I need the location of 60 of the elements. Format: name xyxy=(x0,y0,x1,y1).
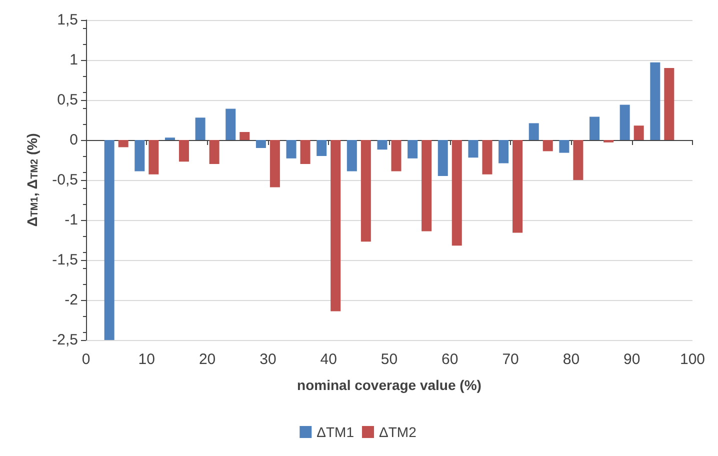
bar xyxy=(240,132,250,140)
bar xyxy=(542,140,553,152)
legend-label: ΔTM1 xyxy=(316,424,354,440)
bar xyxy=(104,140,114,340)
bar xyxy=(391,140,402,172)
bar xyxy=(360,140,371,242)
bar xyxy=(573,140,584,180)
bar xyxy=(498,140,509,164)
bar xyxy=(316,140,327,156)
bar xyxy=(148,140,159,174)
y-tick-label: -1,5 xyxy=(52,252,78,268)
bar xyxy=(468,140,478,158)
bar xyxy=(377,140,388,150)
bar xyxy=(559,140,570,153)
y-tick-label: 0 xyxy=(70,132,78,148)
bar xyxy=(300,140,310,164)
x-tick-label: 100 xyxy=(680,351,705,368)
x-tick-label: 50 xyxy=(380,351,398,368)
x-axis-title: nominal coverage value (%) xyxy=(297,377,482,393)
x-tick-label: 70 xyxy=(502,351,519,368)
bar xyxy=(634,126,644,140)
bar xyxy=(482,140,492,174)
y-tick-label: -2,5 xyxy=(52,332,78,348)
bar xyxy=(620,104,630,140)
bar xyxy=(346,140,357,172)
y-tick-label: -1 xyxy=(64,212,78,228)
x-tick-label: 30 xyxy=(260,351,276,368)
y-tick-label: 1,5 xyxy=(57,12,78,28)
bar xyxy=(528,123,539,140)
bar xyxy=(195,118,206,140)
y-tick-label: 1 xyxy=(70,52,78,68)
bar xyxy=(226,108,236,140)
bar xyxy=(650,62,660,140)
bar xyxy=(330,140,341,312)
bar xyxy=(286,140,296,158)
bar xyxy=(256,140,266,148)
bar xyxy=(438,140,448,176)
bar xyxy=(178,140,189,162)
legend-label: ΔTM2 xyxy=(379,424,417,440)
x-tick-label: 10 xyxy=(138,351,155,368)
x-tick-label: 20 xyxy=(198,351,216,368)
bar xyxy=(422,140,432,232)
y-axis-title: ΔTM1, ΔTM2 (%) xyxy=(24,133,40,227)
bar xyxy=(452,140,462,246)
bar xyxy=(209,140,220,164)
bar xyxy=(408,140,418,158)
x-tick-label: 40 xyxy=(320,351,337,368)
y-tick-label: 0,5 xyxy=(57,92,78,108)
y-tick-label: -2 xyxy=(64,292,78,308)
x-tick-label: 60 xyxy=(442,351,458,368)
bar xyxy=(590,116,600,140)
bar xyxy=(118,140,128,148)
x-tick-label: 0 xyxy=(82,351,90,368)
x-tick-label: 90 xyxy=(623,351,640,368)
bar xyxy=(270,140,280,188)
bar xyxy=(512,140,523,233)
x-tick-label: 80 xyxy=(562,351,580,368)
y-tick-label: -0,5 xyxy=(52,172,78,188)
bar xyxy=(134,140,145,172)
bar xyxy=(664,68,674,140)
